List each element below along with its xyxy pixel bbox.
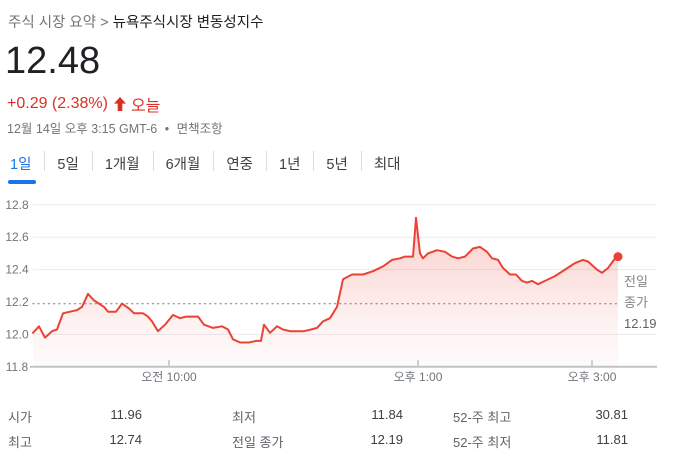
y-axis-label: 12.2 bbox=[5, 295, 29, 309]
tab-1일[interactable]: 1일 bbox=[0, 144, 44, 184]
y-axis-label: 12.8 bbox=[5, 198, 29, 212]
stat-value: 11.81 bbox=[596, 432, 628, 447]
breadcrumb-current: 뉴욕주식시장 변동성지수 bbox=[112, 15, 264, 31]
stat-value: 11.96 bbox=[110, 407, 142, 422]
price-line bbox=[32, 216, 619, 344]
breadcrumb: 주식 시장 요약 > 뉴욕주식시장 변동성지수 bbox=[8, 11, 263, 32]
stat-label: 최고 bbox=[8, 435, 32, 450]
stats-row-1: 시가 11.96 최저 11.84 52-주 최고 30.81 bbox=[8, 404, 628, 429]
y-axis-label: 11.8 bbox=[6, 360, 29, 374]
quote-timestamp: 12월 14일 오후 3:15 GMT-6 bbox=[7, 122, 158, 136]
tab-1개월[interactable]: 1개월 bbox=[91, 144, 153, 184]
previous-close-callout: 전일 종가 12.19 bbox=[624, 271, 674, 334]
previous-close-label-line2: 종가 bbox=[624, 295, 648, 310]
stat-value: 30.81 bbox=[595, 407, 628, 422]
stat-value: 11.84 bbox=[371, 407, 403, 422]
current-price: 12.48 bbox=[5, 40, 101, 82]
previous-close-label-line1: 전일 bbox=[624, 274, 648, 289]
quote-meta: 12월 14일 오후 3:15 GMT-6 • 면책조항 bbox=[7, 118, 223, 137]
stat-label: 최저 bbox=[232, 410, 256, 425]
breadcrumb-parent: 주식 시장 요약 bbox=[8, 15, 97, 31]
stat-label: 52-주 최저 bbox=[453, 435, 512, 450]
tab-5년[interactable]: 5년 bbox=[313, 144, 360, 184]
breadcrumb-separator-icon: > bbox=[100, 15, 109, 31]
disclaimer-link[interactable]: 면책조항 bbox=[176, 122, 223, 136]
price-change-period: 오늘 bbox=[130, 98, 161, 115]
stats-row-2: 최고 12.74 전일 종가 12.19 52-주 최저 11.81 bbox=[8, 429, 628, 454]
y-axis-label: 12.6 bbox=[5, 230, 29, 244]
stat-cell: 52-주 최저 11.81 bbox=[453, 432, 628, 451]
key-stats-table: 시가 11.96 최저 11.84 52-주 최고 30.81 최고 12.74 전일 종가 12… bbox=[8, 404, 628, 454]
previous-close-value: 12.19 bbox=[624, 316, 657, 331]
x-axis-label: 오전 10:00 bbox=[141, 370, 197, 384]
latest-price-dot bbox=[613, 252, 623, 262]
x-axis-label: 오후 1:00 bbox=[394, 370, 443, 384]
tab-1년[interactable]: 1년 bbox=[266, 144, 313, 184]
price-area-fill bbox=[33, 217, 618, 367]
stat-label: 전일 종가 bbox=[232, 435, 284, 450]
stat-label: 시가 bbox=[8, 410, 32, 425]
price-change-value: +0.29 (2.38%) bbox=[7, 95, 108, 112]
stat-cell: 52-주 최고 30.81 bbox=[453, 407, 628, 426]
tab-연중[interactable]: 연중 bbox=[213, 144, 266, 184]
stat-cell: 시가 11.96 bbox=[8, 407, 142, 426]
stat-value: 12.19 bbox=[370, 432, 403, 447]
up-arrow-icon bbox=[113, 97, 126, 111]
stat-label: 52-주 최고 bbox=[453, 410, 512, 425]
x-axis-label: 오후 3:00 bbox=[568, 370, 617, 384]
stat-value: 12.74 bbox=[109, 432, 142, 447]
stat-cell: 전일 종가 12.19 bbox=[232, 432, 403, 451]
y-axis-label: 12.4 bbox=[5, 263, 29, 277]
tab-6개월[interactable]: 6개월 bbox=[152, 144, 214, 184]
price-change-row: +0.29 (2.38%) 오늘 bbox=[7, 92, 160, 116]
stat-cell: 최고 12.74 bbox=[8, 432, 142, 451]
bullet-separator: • bbox=[164, 122, 170, 136]
time-range-tabs: 1일 5일 1개월 6개월 연중 1년 5년 최대 bbox=[0, 144, 414, 184]
y-axis-label: 12.0 bbox=[5, 327, 29, 341]
stat-cell: 최저 11.84 bbox=[232, 407, 403, 426]
tab-5일[interactable]: 5일 bbox=[44, 144, 91, 184]
tab-최대[interactable]: 최대 bbox=[360, 144, 414, 184]
